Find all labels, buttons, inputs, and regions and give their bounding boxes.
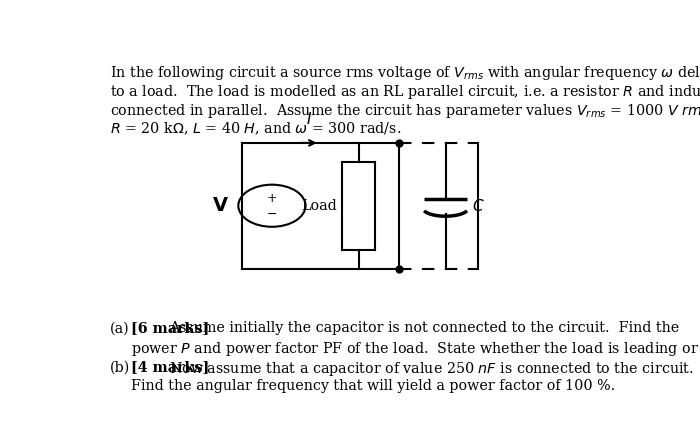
Text: to a load.  The load is modelled as an RL parallel circuit, i.e. a resistor $R$ : to a load. The load is modelled as an RL…	[111, 83, 700, 101]
Text: $-$: $-$	[267, 207, 277, 220]
Text: $\mathbf{V}$: $\mathbf{V}$	[212, 197, 229, 215]
Text: [6 marks]: [6 marks]	[131, 321, 209, 335]
Text: Now assume that a capacitor of value 250 $nF$ is connected to the circuit.: Now assume that a capacitor of value 250…	[169, 360, 694, 378]
Text: (b): (b)	[111, 360, 130, 374]
Text: Load: Load	[301, 199, 337, 213]
Text: $I$: $I$	[306, 111, 312, 127]
Text: connected in parallel.  Assume the circuit has parameter values $V_{rms}$ = 1000: connected in parallel. Assume the circui…	[111, 102, 700, 120]
Text: power $P$ and power factor PF of the load.  State whether the load is leading or: power $P$ and power factor PF of the loa…	[131, 340, 700, 358]
Text: $C$: $C$	[472, 198, 484, 214]
Text: Find the angular frequency that will yield a power factor of 100 %.: Find the angular frequency that will yie…	[131, 379, 615, 393]
Text: (a): (a)	[111, 321, 130, 335]
Text: Assume initially the capacitor is not connected to the circuit.  Find the: Assume initially the capacitor is not co…	[169, 321, 679, 335]
Text: In the following circuit a source rms voltage of $V_{rms}$ with angular frequenc: In the following circuit a source rms vo…	[111, 64, 700, 82]
Text: +: +	[267, 192, 277, 206]
Text: [4 marks]: [4 marks]	[131, 360, 209, 374]
Text: $R$ = 20 k$\Omega$, $L$ = 40 $H$, and $\omega$ = 300 rad/s.: $R$ = 20 k$\Omega$, $L$ = 40 $H$, and $\…	[111, 121, 402, 137]
